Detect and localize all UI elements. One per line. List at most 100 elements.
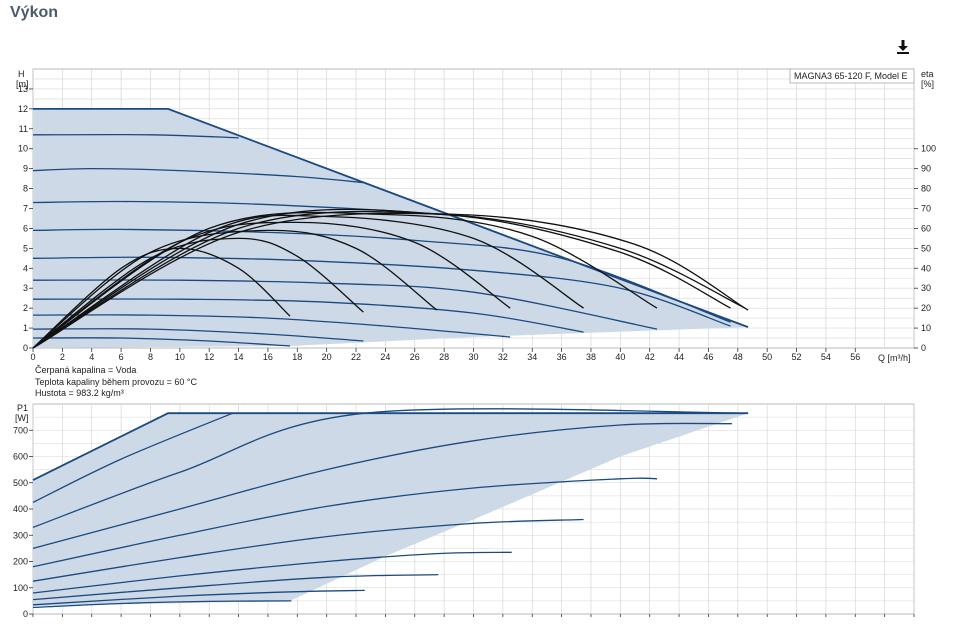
head-curve-10 [32,337,291,347]
efficiency-curve-2 [32,229,438,349]
flow-tick-label: 46 [703,352,713,362]
flow-tick-label: 54 [821,352,831,362]
power-curve-7 [32,573,439,601]
flow-tick-label: 0 [30,352,35,362]
head-tick-label: 12 [18,104,28,114]
eta-tick-label: 100 [921,144,936,154]
head-curve-9 [32,328,364,342]
power-area-polygon [33,413,749,607]
power-operating-area [33,413,749,607]
efficiency-curves [32,208,749,349]
legend-label: MAGNA3 65-120 F, Model E [794,71,908,81]
head-tick-label: 6 [23,223,28,233]
power-tick-label: 0 [23,609,28,619]
power-tick-label: 600 [13,452,28,462]
flow-tick-label: 26 [410,352,420,362]
efficiency-curve-3 [32,221,511,349]
power-curve-3 [32,422,732,550]
efficiency-curve-5 [32,211,658,349]
efficiency-curve-8 [32,212,749,349]
flow-tick-label: 2 [60,352,65,362]
flow-tick-label: 18 [292,352,302,362]
head-curves [32,108,749,347]
flow-tick-label: 16 [263,352,273,362]
flow-tick-label: 42 [645,352,655,362]
power-tick-label: 100 [13,583,28,593]
page-title: Výkon [10,4,59,21]
eta-tick-label: 0 [921,343,926,353]
flow-tick-label: 52 [792,352,802,362]
eta-axis-label: eta [921,69,934,79]
head-tick-label: 3 [23,283,28,293]
note-density: Hustota = 983.2 kg/m³ [35,388,124,398]
head-axis-label: H [18,69,25,79]
power-curves [32,408,749,609]
power-curve-8 [32,589,365,606]
flow-tick-label: 12 [204,352,214,362]
download-button[interactable] [894,38,912,56]
head-operating-area [33,108,749,349]
head-curve-1 [32,133,239,139]
eta-tick-label: 80 [921,184,931,194]
eta-tick-label: 60 [921,223,931,233]
flow-tick-label: 32 [498,352,508,362]
legend-box [789,68,915,84]
eta-tick-label: 70 [921,204,931,214]
power-tick-label: 700 [13,425,28,435]
flow-tick-label: 6 [119,352,124,362]
head-tick-label: 1 [23,323,28,333]
head-tick-label: 8 [23,184,28,194]
head-tick-label: 13 [18,84,28,94]
efficiency-curve-0 [32,247,291,349]
flow-tick-label: 24 [380,352,390,362]
head-curve-0 [33,108,749,328]
chart-legend: MAGNA3 65-120 F, Model E [789,68,915,84]
efficiency-curve-1 [32,237,364,349]
eta-axis-unit: [%] [921,79,934,89]
head-curve-7 [32,298,584,333]
flow-tick-label: 22 [351,352,361,362]
power-tick-label: 500 [13,478,28,488]
power-curve-2 [32,408,749,529]
eta-tick-label: 90 [921,164,931,174]
flow-tick-label: 10 [175,352,185,362]
flow-tick-label: 56 [850,352,860,362]
power-curve-6 [32,551,512,594]
head-tick-label: 4 [23,263,28,273]
head-axis-unit: [m] [16,79,29,89]
power-axis-unit: [W] [15,413,29,423]
eta-tick-label: 30 [921,283,931,293]
head-tick-label: 0 [23,343,28,353]
power-curve-9 [32,600,292,609]
flow-tick-label: 20 [322,352,332,362]
head-chart-axes: 0 2 4 6 8 10 12 14 16 18 20 22 24 26 28 30 32 34 36 38 40 42 4… [18,84,936,362]
flow-axis-label: Q [m³/h] [878,353,911,363]
flow-tick-label: 30 [468,352,478,362]
head-tick-label: 9 [23,164,28,174]
download-icon [897,40,909,54]
power-curve-0 [32,412,749,481]
head-tick-label: 11 [19,124,28,134]
power-tick-label: 300 [13,530,28,540]
flow-tick-label: 50 [762,352,772,362]
flow-tick-label: 14 [234,352,244,362]
power-axis-label: P1 [17,403,28,413]
head-curve-6 [32,279,658,330]
head-tick-label: 2 [23,303,28,313]
head-tick-label: 5 [23,243,28,253]
power-chart: 0 100 200 300 400 500 600 700 P1 [W] [13,403,915,619]
note-fluid: Čerpaná kapalina = Voda [35,365,136,375]
flow-tick-label: 40 [615,352,625,362]
flow-tick-label: 48 [733,352,743,362]
flow-tick-label: 34 [527,352,537,362]
power-tick-label: 400 [13,504,28,514]
flow-tick-label: 8 [148,352,153,362]
head-tick-label: 7 [23,204,28,214]
eta-tick-label: 50 [921,243,931,253]
eta-tick-label: 20 [921,303,931,313]
note-temperature: Teplota kapaliny během provozu = 60 °C [35,377,197,387]
flow-tick-label: 44 [674,352,684,362]
eta-tick-label: 10 [921,323,931,333]
power-chart-axes: 0 100 200 300 400 500 600 700 [13,425,915,619]
